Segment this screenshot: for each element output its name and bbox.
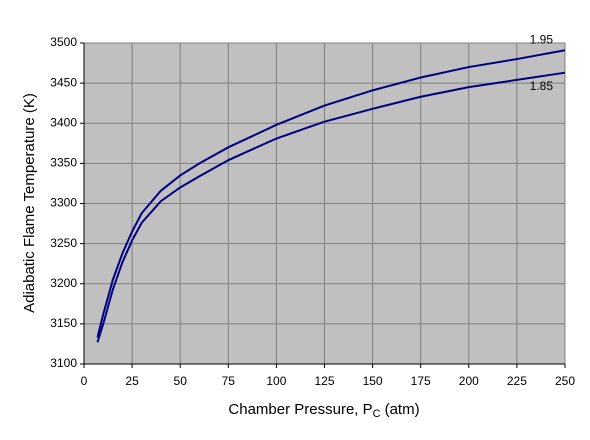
x-tick-label: 175	[411, 374, 431, 388]
y-tick-label: 3350	[50, 156, 77, 170]
x-tick-label: 75	[222, 374, 236, 388]
y-tick-label: 3200	[50, 276, 77, 290]
x-axis-title-subscript: C	[373, 408, 381, 420]
x-tick-label: 200	[459, 374, 479, 388]
series-label: 1.85	[530, 79, 554, 93]
y-axis-title: Adiabatic Flame Temperature (K)	[21, 93, 38, 313]
x-axis-title-unit: (atm)	[385, 401, 420, 418]
x-tick-label: 250	[555, 374, 575, 388]
series-line	[96, 49, 566, 338]
y-tick-label: 3500	[50, 35, 77, 49]
series-label: 1.95	[530, 32, 554, 46]
y-tick-label: 3250	[50, 236, 77, 250]
x-tick-label: 225	[507, 374, 527, 388]
y-tick-label: 3300	[50, 196, 77, 210]
x-tick-label: 25	[125, 374, 139, 388]
x-tick-label: 125	[314, 374, 334, 388]
y-tick-label: 3150	[50, 316, 77, 330]
x-tick-label: 100	[266, 374, 286, 388]
y-tick-label: 3100	[50, 356, 77, 370]
y-tick-label: 3400	[50, 115, 77, 129]
x-tick-label: 150	[363, 374, 383, 388]
x-axis-title: Chamber Pressure, PC (atm)	[228, 401, 419, 420]
series-line	[96, 71, 566, 343]
x-tick-label: 0	[81, 374, 88, 388]
x-tick-label: 50	[174, 374, 188, 388]
x-axis-title-text: Chamber Pressure, P	[228, 401, 372, 418]
y-tick-label: 3450	[50, 75, 77, 89]
